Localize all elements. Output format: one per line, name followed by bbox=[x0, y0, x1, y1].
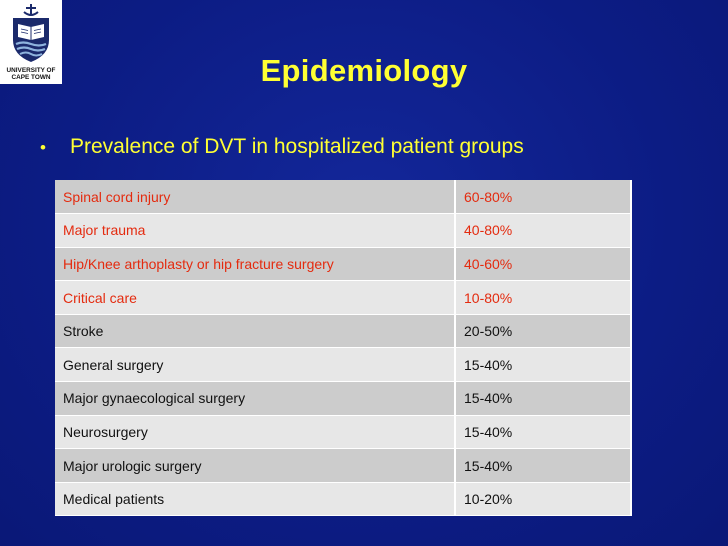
prevalence-table: Spinal cord injury 60-80% Major trauma 4… bbox=[55, 180, 632, 517]
group-cell: Major urologic surgery bbox=[55, 448, 456, 483]
prevalence-cell: 10-80% bbox=[455, 280, 632, 315]
prevalence-cell: 15-40% bbox=[455, 347, 632, 383]
prevalence-cell: 40-80% bbox=[455, 213, 632, 248]
table-row: Hip/Knee arthoplasty or hip fracture sur… bbox=[55, 247, 632, 282]
group-cell: Hip/Knee arthoplasty or hip fracture sur… bbox=[55, 247, 456, 282]
table-row: Critical care 10-80% bbox=[55, 280, 632, 315]
university-logo: UNIVERSITY OF CAPE TOWN bbox=[0, 0, 62, 84]
group-cell: Major gynaecological surgery bbox=[55, 381, 456, 416]
crest-icon bbox=[0, 0, 62, 66]
group-cell: Major trauma bbox=[55, 213, 456, 248]
prevalence-cell: 15-40% bbox=[455, 448, 632, 483]
table-row: Medical patients 10-20% bbox=[55, 482, 632, 517]
bullet-dot-icon: • bbox=[40, 138, 46, 157]
prevalence-cell: 60-80% bbox=[455, 180, 632, 215]
table-row: Major urologic surgery 15-40% bbox=[55, 448, 632, 483]
table-row: Major trauma 40-80% bbox=[55, 213, 632, 248]
table-row: Major gynaecological surgery 15-40% bbox=[55, 381, 632, 416]
table-row: Neurosurgery 15-40% bbox=[55, 415, 632, 450]
group-cell: Neurosurgery bbox=[55, 415, 456, 450]
prevalence-cell: 15-40% bbox=[455, 415, 632, 450]
bullet-text: Prevalence of DVT in hospitalized patien… bbox=[70, 135, 524, 158]
group-cell: Medical patients bbox=[55, 482, 456, 517]
table-row: Spinal cord injury 60-80% bbox=[55, 180, 632, 215]
table-row: General surgery 15-40% bbox=[55, 347, 632, 383]
group-cell: Stroke bbox=[55, 314, 456, 349]
logo-line-1: UNIVERSITY OF bbox=[6, 67, 56, 74]
prevalence-cell: 40-60% bbox=[455, 247, 632, 282]
table-row: Stroke 20-50% bbox=[55, 314, 632, 349]
prevalence-cell: 15-40% bbox=[455, 381, 632, 416]
group-cell: Spinal cord injury bbox=[55, 180, 456, 215]
prevalence-cell: 10-20% bbox=[455, 482, 632, 517]
logo-line-2: CAPE TOWN bbox=[11, 74, 51, 81]
bullet-item: • Prevalence of DVT in hospitalized patie… bbox=[40, 135, 524, 159]
prevalence-cell: 20-50% bbox=[455, 314, 632, 349]
group-cell: General surgery bbox=[55, 347, 456, 383]
slide-title: Epidemiology bbox=[260, 53, 468, 88]
group-cell: Critical care bbox=[55, 280, 456, 315]
